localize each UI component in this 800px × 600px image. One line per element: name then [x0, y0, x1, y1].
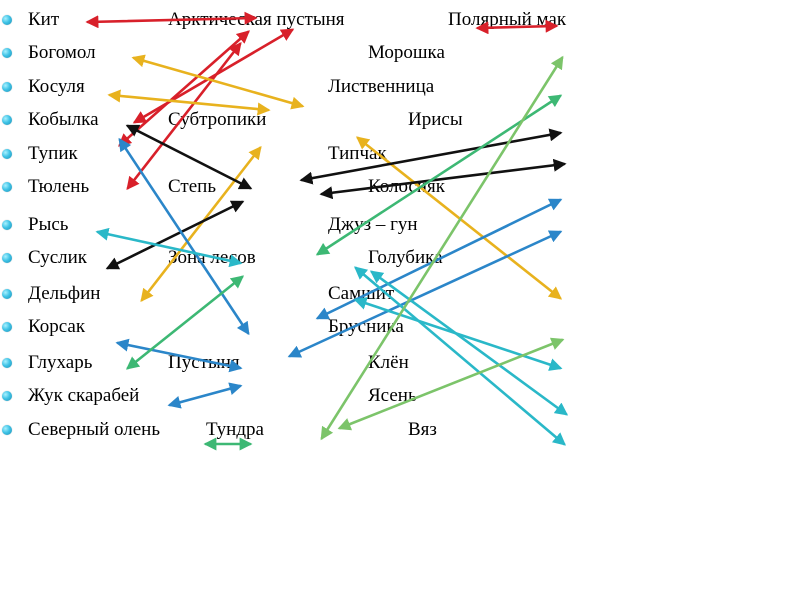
plant-label: Брусника [328, 316, 404, 337]
list-item: Тупик Типчак [0, 140, 800, 170]
list-item: Дельфин Самшит [0, 280, 800, 310]
bullet-icon [2, 253, 12, 263]
bullet-icon [2, 182, 12, 192]
plant-label: Ясень [368, 385, 417, 406]
zone-label: Степь [168, 176, 216, 197]
bullet-icon [2, 289, 12, 299]
list-item: Корсак Брусника [0, 313, 800, 343]
plant-label: Голубика [368, 247, 443, 268]
plant-label: Джуз – гун [328, 214, 418, 235]
plant-label: Лиственница [328, 76, 435, 97]
animal-label: Косуля [28, 76, 85, 97]
bullet-icon [2, 425, 12, 435]
plant-label: Ирисы [408, 109, 463, 130]
animal-label: Кобылка [28, 109, 99, 130]
list-item: Кобылка Субтропики Ирисы [0, 106, 800, 136]
zone-label: Арктическая пустыня [168, 9, 345, 30]
list-item: Суслик Зона лесов Голубика [0, 244, 800, 274]
list-item: Глухарь Пустыня Клён [0, 349, 800, 379]
bullet-icon [2, 115, 12, 125]
list-item: Кит Арктическая пустыня Полярный мак [0, 6, 800, 36]
plant-label: Вяз [408, 419, 437, 440]
list-item: Богомол Морошка [0, 39, 800, 69]
plant-label: Клён [368, 352, 409, 373]
animal-label: Богомол [28, 42, 96, 63]
plant-label: Типчак [328, 143, 387, 164]
animal-label: Тупик [28, 143, 78, 164]
plant-label: Полярный мак [448, 9, 567, 30]
animal-label: Глухарь [28, 352, 93, 373]
plant-label: Колосняк [368, 176, 446, 197]
animal-label: Кит [28, 9, 60, 30]
bullet-icon [2, 82, 12, 92]
animal-label: Рысь [28, 214, 69, 235]
bullet-icon [2, 322, 12, 332]
plant-label: Морошка [368, 42, 445, 63]
plant-label: Самшит [328, 283, 395, 304]
list-item: Жук скарабей Ясень [0, 382, 800, 412]
animal-label: Дельфин [28, 283, 101, 304]
animal-label: Северный олень [28, 419, 160, 440]
bullet-icon [2, 15, 12, 25]
animal-label: Тюлень [28, 176, 90, 197]
animal-label: Суслик [28, 247, 88, 268]
animal-label: Корсак [28, 316, 86, 337]
zone-label: Зона лесов [168, 247, 256, 268]
bullet-icon [2, 220, 12, 230]
zone-label: Пустыня [168, 352, 240, 373]
animal-label: Жук скарабей [28, 385, 140, 406]
list-item: Северный олень Тундра Вяз [0, 416, 800, 446]
list-item: Тюлень Степь Колосняк [0, 173, 800, 203]
zone-label: Тундра [206, 419, 264, 440]
bullet-icon [2, 358, 12, 368]
list-item: Рысь Джуз – гун [0, 211, 800, 241]
bullet-icon [2, 149, 12, 159]
bullet-icon [2, 48, 12, 58]
zone-label: Субтропики [168, 109, 267, 130]
bullet-icon [2, 391, 12, 401]
list-item: Косуля Лиственница [0, 73, 800, 103]
